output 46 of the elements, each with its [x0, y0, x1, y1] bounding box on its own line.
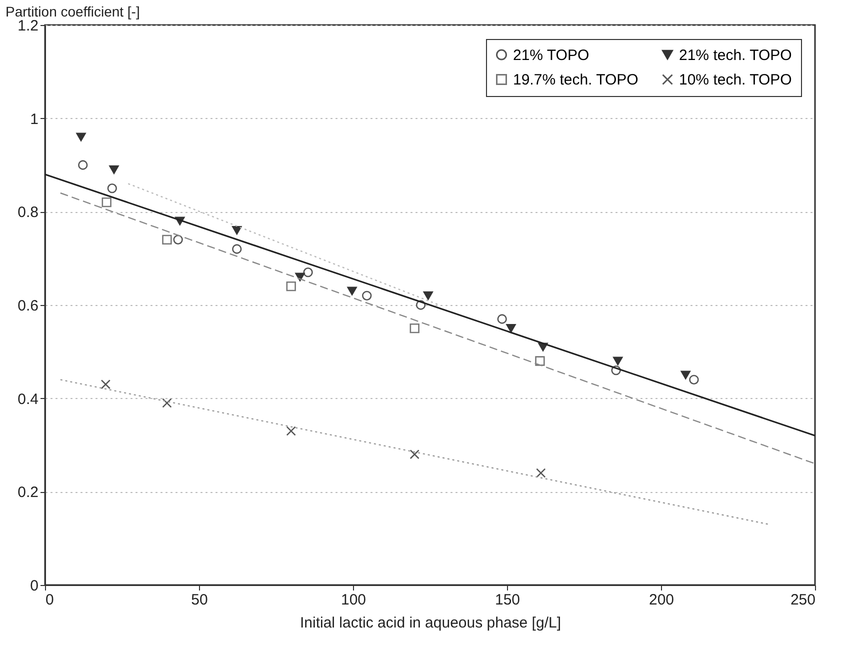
- point: [535, 356, 545, 366]
- point: [295, 272, 305, 282]
- point: [173, 234, 183, 244]
- point: [410, 450, 420, 460]
- point: [689, 374, 699, 384]
- point: [109, 165, 119, 174]
- x-tick-label: 100: [340, 592, 366, 608]
- point: [102, 198, 112, 208]
- x-axis-title: Initial lactic acid in aqueous phase [g/L]: [300, 614, 561, 632]
- point: [347, 286, 357, 296]
- point: [423, 291, 433, 300]
- point: [286, 282, 296, 292]
- point: [613, 356, 623, 366]
- point: [680, 370, 690, 380]
- y-tick-label: 0.8: [18, 204, 38, 222]
- point: [107, 184, 117, 194]
- y-tick-label: 0.2: [18, 484, 38, 502]
- legend-label: 21% TOPO: [513, 46, 590, 64]
- point: [497, 314, 507, 324]
- x-tick-label: 250: [790, 592, 816, 608]
- x-tick-label: 150: [494, 592, 520, 608]
- point: [76, 132, 86, 142]
- legend-label: 21% tech. TOPO: [679, 46, 792, 64]
- y-tick-label: 0.4: [18, 390, 38, 408]
- point: [162, 234, 172, 244]
- legend-label: 10% tech. TOPO: [679, 72, 792, 88]
- point: [303, 268, 313, 278]
- y-tick-label: 0.6: [18, 298, 38, 314]
- point: [410, 324, 420, 334]
- y-tick-label: 0: [30, 578, 38, 594]
- y-tick-label: 1.2: [18, 18, 38, 34]
- y-axis-title: Partition coefficient [-]: [6, 4, 140, 20]
- point: [232, 244, 242, 254]
- point: [536, 468, 546, 478]
- x-tick-label: 0: [46, 592, 54, 608]
- x-tick-label: 50: [191, 592, 208, 608]
- point: [162, 398, 172, 408]
- point: [506, 324, 516, 333]
- point: [286, 426, 296, 436]
- y-tick-label: 1: [30, 110, 38, 128]
- x-tick-label: 200: [648, 592, 674, 608]
- point: [78, 160, 88, 170]
- point: [100, 380, 111, 390]
- legend-label: 19.7% tech. TOPO: [513, 72, 638, 88]
- point: [362, 290, 372, 300]
- point: [232, 226, 242, 235]
